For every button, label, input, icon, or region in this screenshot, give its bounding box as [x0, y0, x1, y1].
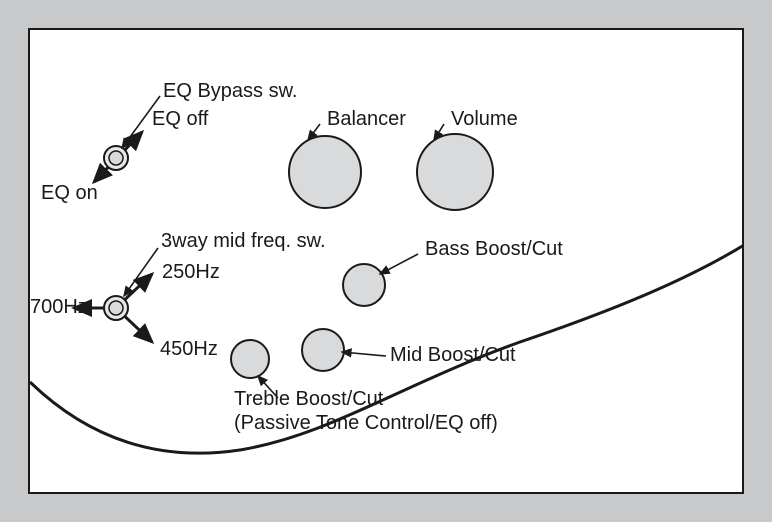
- label-eq-on: EQ on: [41, 182, 98, 205]
- label-mid: Mid Boost/Cut: [390, 344, 516, 367]
- mid-knob: [302, 329, 344, 371]
- label-volume: Volume: [451, 108, 518, 131]
- diagram-frame: EQ Bypass sw. EQ off EQ on Balancer Volu…: [28, 28, 744, 494]
- leader-midfreq: [124, 248, 158, 296]
- bass-knob: [343, 264, 385, 306]
- label-450hz: 450Hz: [160, 338, 218, 361]
- treble-knob: [231, 340, 269, 378]
- label-eq-bypass: EQ Bypass sw.: [163, 80, 298, 103]
- label-treble: Treble Boost/Cut: [234, 388, 383, 411]
- label-700hz: 700Hz: [30, 296, 88, 319]
- label-midfreqsw: 3way mid freq. sw.: [161, 230, 326, 253]
- label-bass: Bass Boost/Cut: [425, 238, 563, 261]
- leader-mid: [342, 352, 386, 356]
- eq-bypass-switch: [94, 132, 142, 182]
- label-250hz: 250Hz: [162, 261, 220, 284]
- balancer-knob: [289, 136, 361, 208]
- leader-bass: [380, 254, 418, 274]
- label-passive: (Passive Tone Control/EQ off): [234, 412, 498, 435]
- label-balancer: Balancer: [327, 108, 406, 131]
- volume-knob: [417, 134, 493, 210]
- label-eq-off: EQ off: [152, 108, 208, 131]
